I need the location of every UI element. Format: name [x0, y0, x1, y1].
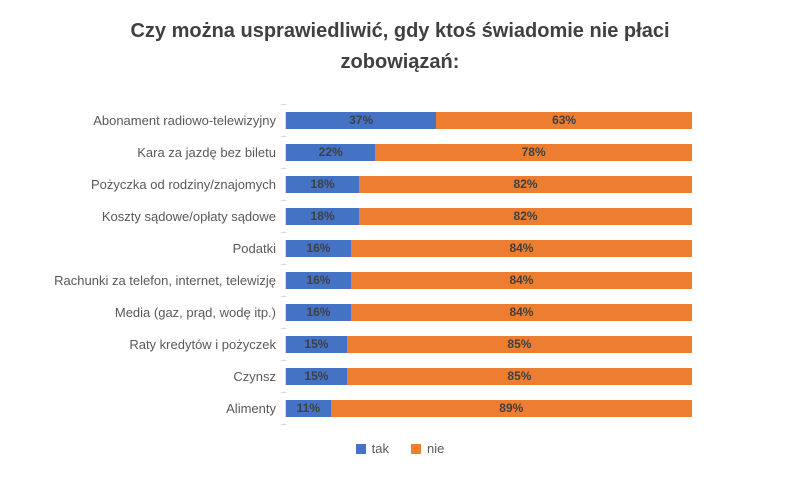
bar-track: 16% 84%	[281, 295, 692, 321]
bar-segment-nie: 89%	[330, 399, 692, 417]
category-label: Abonament radiowo-telewizyjny	[93, 112, 276, 128]
data-label: 11%	[296, 401, 320, 415]
bar-segment-tak: 18%	[286, 175, 360, 193]
chart-row: Abonament radiowo-telewizyjny 37% 63%	[0, 103, 800, 136]
data-label: 85%	[507, 369, 532, 383]
data-label: 16%	[306, 241, 331, 255]
legend-label-nie: nie	[426, 441, 445, 456]
chart-row: Pożyczka od rodziny/znajomych 18% 82%	[0, 167, 800, 200]
chart-row: Raty kredytów i pożyczek 15% 85%	[0, 327, 800, 360]
data-label: 15%	[304, 337, 329, 351]
chart-title: Czy można usprawiedliwić, gdy ktoś świad…	[130, 20, 670, 73]
chart-row: Media (gaz, prąd, wodę itp.) 16% 84%	[0, 295, 800, 328]
legend-item-nie: nie	[410, 441, 445, 456]
bar-track: 37% 63%	[281, 103, 692, 129]
chart-row: Podatki 16% 84%	[0, 231, 800, 264]
bar-track: 22% 78%	[281, 135, 692, 161]
legend-label-tak: tak	[371, 441, 389, 456]
bar-segment-nie: 84%	[350, 271, 692, 289]
legend-swatch-tak-icon	[355, 443, 366, 454]
data-label: 63%	[552, 113, 577, 127]
chart-row: Rachunki za telefon, internet, telewizję…	[0, 263, 800, 296]
bar-segment-tak: 16%	[286, 303, 351, 321]
bar-segment-nie: 63%	[436, 111, 692, 129]
category-label: Koszty sądowe/opłaty sądowe	[101, 208, 276, 224]
bar-track: 18% 82%	[281, 199, 692, 225]
data-label: 82%	[513, 177, 538, 191]
category-label: Czynsz	[233, 368, 276, 384]
category-label: Kara za jazdę bez biletu	[137, 144, 276, 160]
legend-swatch-nie-icon	[410, 443, 421, 454]
chart-row: Koszty sądowe/opłaty sądowe 18% 82%	[0, 199, 800, 232]
data-label: 84%	[509, 241, 534, 255]
bar-segment-tak: 18%	[286, 207, 360, 225]
category-label: Alimenty	[226, 400, 276, 416]
chart-rows: Abonament radiowo-telewizyjny 37% 63% Kara …	[0, 103, 800, 425]
bar-track: 11% 89%	[281, 391, 692, 425]
legend-item-tak: tak	[355, 441, 389, 456]
bar-track: 16% 84%	[281, 263, 692, 289]
data-label: 16%	[306, 305, 331, 319]
data-label: 84%	[509, 273, 534, 287]
bar-segment-tak: 11%	[286, 399, 331, 417]
data-label: 18%	[310, 177, 335, 191]
data-label: 16%	[306, 273, 331, 287]
bar-segment-tak: 16%	[286, 239, 351, 257]
data-label: 82%	[513, 209, 538, 223]
legend: tak nie	[0, 441, 800, 456]
data-label: 89%	[499, 401, 524, 415]
bar-segment-tak: 15%	[286, 335, 347, 353]
data-label: 78%	[521, 145, 546, 159]
bar-segment-nie: 84%	[350, 239, 692, 257]
data-label: 37%	[349, 113, 374, 127]
plot-area: Abonament radiowo-telewizyjny 37% 63% Kara …	[0, 103, 800, 425]
category-label: Rachunki za telefon, internet, telewizję	[54, 272, 276, 288]
category-label: Podatki	[232, 240, 276, 256]
bar-segment-nie: 84%	[350, 303, 692, 321]
data-label: 22%	[318, 145, 343, 159]
data-label: 85%	[507, 337, 532, 351]
bar-segment-nie: 82%	[359, 175, 692, 193]
bar-segment-nie: 82%	[359, 207, 692, 225]
category-label: Pożyczka od rodziny/znajomych	[91, 176, 276, 192]
bar-segment-tak: 16%	[286, 271, 351, 289]
chart-row: Czynsz 15% 85%	[0, 359, 800, 392]
data-label: 84%	[509, 305, 534, 319]
bar-track: 15% 85%	[281, 359, 692, 385]
data-label: 15%	[304, 369, 329, 383]
bar-segment-nie: 85%	[346, 335, 692, 353]
bar-segment-tak: 37%	[286, 111, 437, 129]
bar-track: 16% 84%	[281, 231, 692, 257]
category-label: Raty kredytów i pożyczek	[129, 336, 276, 352]
bar-segment-nie: 85%	[346, 367, 692, 385]
bar-track: 18% 82%	[281, 167, 692, 193]
bar-segment-tak: 15%	[286, 367, 347, 385]
chart-row: Kara za jazdę bez biletu 22% 78%	[0, 135, 800, 168]
bar-track: 15% 85%	[281, 327, 692, 353]
chart-row: Alimenty 11% 89%	[0, 391, 800, 425]
bar-segment-nie: 78%	[375, 143, 692, 161]
category-label: Media (gaz, prąd, wodę itp.)	[114, 304, 276, 320]
bar-segment-tak: 22%	[286, 143, 376, 161]
data-label: 18%	[310, 209, 335, 223]
